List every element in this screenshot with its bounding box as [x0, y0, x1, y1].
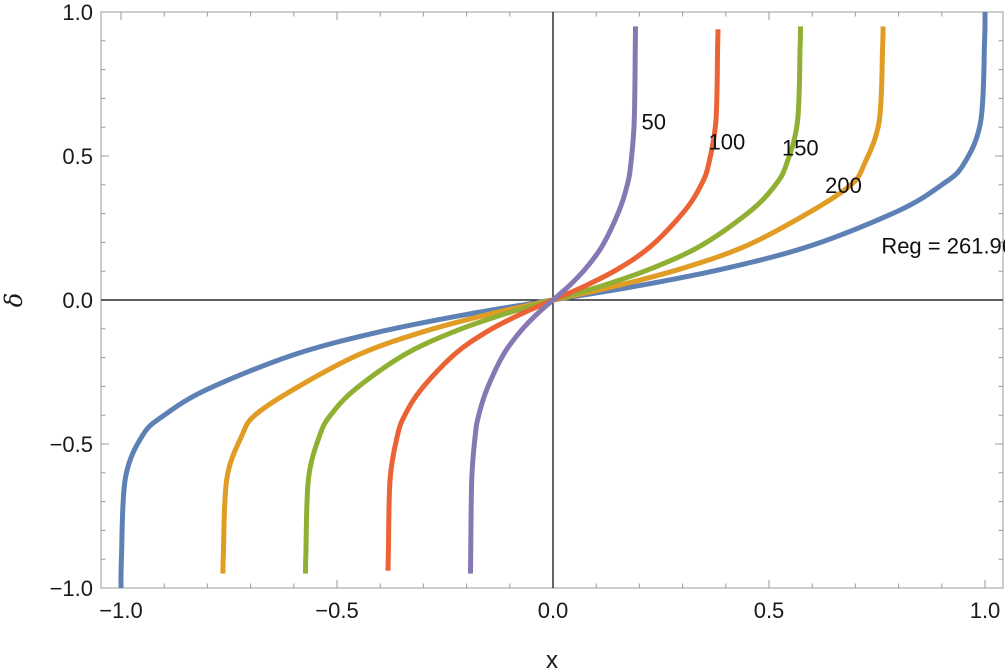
x-tick-label: −1.0: [99, 598, 142, 623]
y-tick-label: 0.5: [62, 144, 93, 169]
tick-marks: [101, 11, 1003, 589]
y-axis-title: δ: [0, 293, 28, 307]
curve-label-50: 50: [642, 109, 666, 134]
x-tick-label: 0.0: [538, 598, 569, 623]
y-tick-label: −1.0: [50, 576, 93, 601]
y-tick-label: 1.0: [62, 0, 93, 25]
curve-label-200: 200: [825, 173, 862, 198]
series-line-50: [467, 26, 639, 574]
x-tick-label: 1.0: [970, 598, 1001, 623]
curve-label-100: 100: [709, 130, 746, 155]
y-tick-label: −0.5: [50, 432, 93, 457]
curve-label-150: 150: [782, 135, 819, 160]
x-tick-label: −0.5: [315, 598, 358, 623]
curve-label-reg-261-967: Reg = 261.967: [881, 233, 1005, 258]
tick-labels: −1.0 −0.5 0.0 0.5 1.0 −1.0 −0.5 0.0 0.5 1.0: [50, 0, 1001, 623]
series-lines: [118, 11, 988, 589]
x-tick-label: 0.5: [754, 598, 785, 623]
y-tick-label: 0.0: [62, 288, 93, 313]
x-axis-title: x: [546, 647, 558, 672]
